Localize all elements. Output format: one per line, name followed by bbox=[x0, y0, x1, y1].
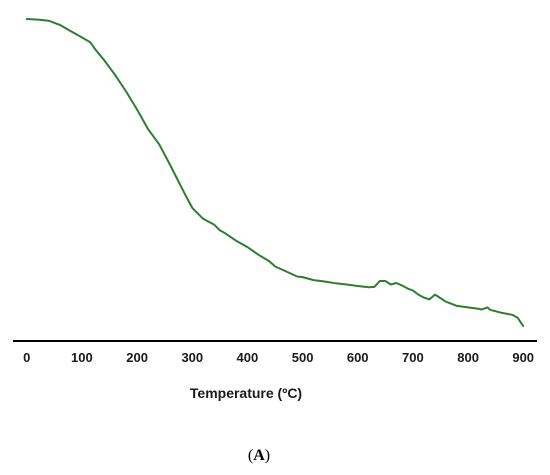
x-tick-label-600: 600 bbox=[347, 350, 369, 365]
x-tick-label-400: 400 bbox=[237, 350, 259, 365]
x-tick-label-700: 700 bbox=[402, 350, 424, 365]
x-tick-labels: 0 100 200 300 400 500 600 700 800 900 bbox=[23, 350, 534, 365]
tga-curve bbox=[25, 18, 525, 328]
x-tick-label-900: 900 bbox=[512, 350, 534, 365]
x-tick-label-800: 800 bbox=[457, 350, 479, 365]
caption-close-paren: ) bbox=[265, 447, 270, 464]
x-tick-label-500: 500 bbox=[292, 350, 314, 365]
figure-caption: (A) bbox=[248, 447, 270, 464]
curve-layer bbox=[25, 18, 525, 328]
caption-letter: A bbox=[253, 447, 265, 464]
caption-open-paren: ( bbox=[248, 447, 253, 464]
x-tick-label-0: 0 bbox=[23, 350, 30, 365]
x-axis-label: Temperature (ºC) bbox=[190, 385, 302, 401]
x-tick-label-300: 300 bbox=[181, 350, 203, 365]
x-tick-label-200: 200 bbox=[126, 350, 148, 365]
x-tick-label-100: 100 bbox=[71, 350, 93, 365]
